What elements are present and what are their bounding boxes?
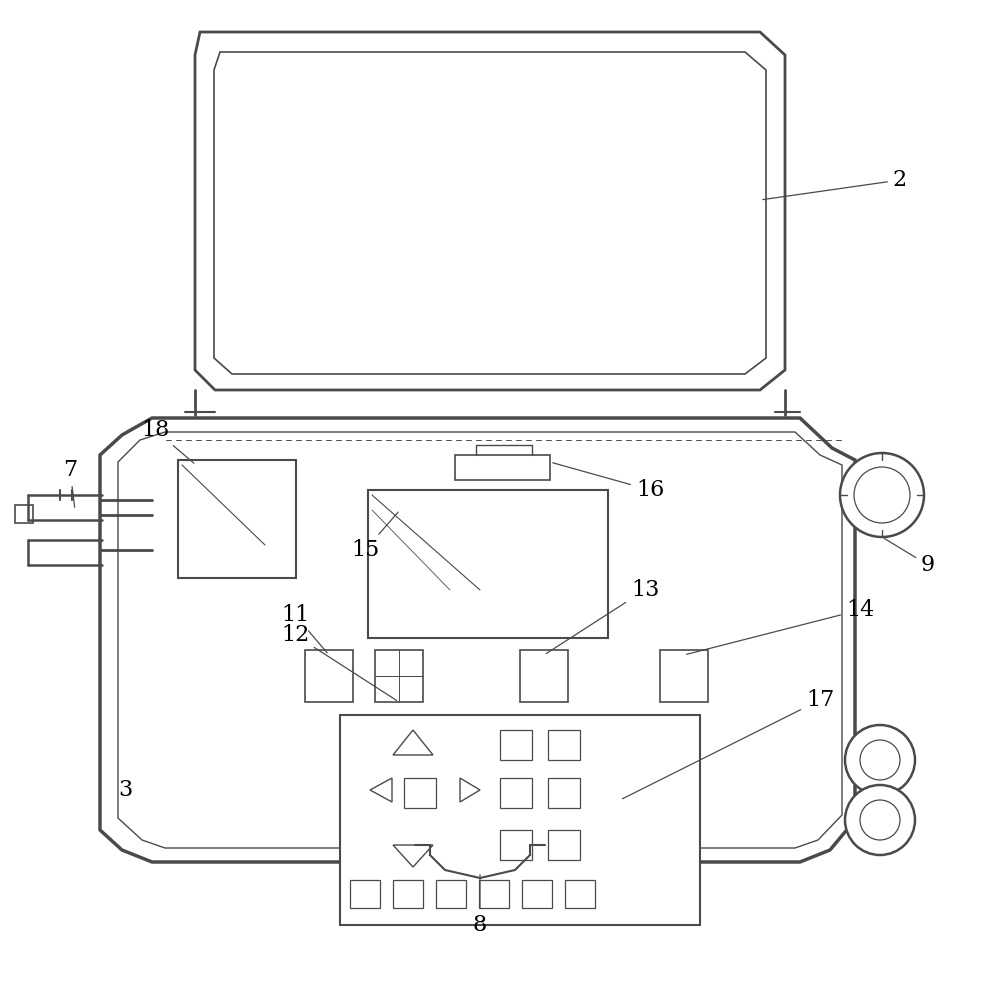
Bar xyxy=(479,880,509,908)
Circle shape xyxy=(845,725,915,795)
Polygon shape xyxy=(393,730,433,755)
Bar xyxy=(340,715,700,925)
Text: 14: 14 xyxy=(687,599,874,655)
Bar xyxy=(178,460,296,578)
Text: 12: 12 xyxy=(281,624,397,700)
Polygon shape xyxy=(100,418,855,862)
Circle shape xyxy=(845,785,915,855)
Bar xyxy=(305,650,353,702)
Polygon shape xyxy=(370,778,392,802)
Text: 18: 18 xyxy=(141,419,194,463)
Bar xyxy=(404,778,436,808)
Bar xyxy=(436,880,466,908)
Bar xyxy=(520,650,568,702)
Bar xyxy=(393,880,423,908)
Bar xyxy=(500,830,532,860)
Text: 2: 2 xyxy=(763,169,907,199)
Circle shape xyxy=(854,467,910,523)
Bar xyxy=(350,880,380,908)
Text: 3: 3 xyxy=(118,779,132,801)
Polygon shape xyxy=(393,845,433,867)
Polygon shape xyxy=(460,778,480,802)
Text: 7: 7 xyxy=(63,459,77,507)
Bar xyxy=(660,650,708,702)
Bar xyxy=(548,778,580,808)
Text: 9: 9 xyxy=(884,539,935,576)
Bar xyxy=(500,778,532,808)
Text: 13: 13 xyxy=(546,579,659,654)
Text: 8: 8 xyxy=(473,875,487,936)
Polygon shape xyxy=(118,432,842,848)
Bar xyxy=(522,880,552,908)
Circle shape xyxy=(860,800,900,840)
Circle shape xyxy=(860,740,900,780)
Text: 11: 11 xyxy=(281,604,327,653)
Polygon shape xyxy=(214,52,766,374)
Polygon shape xyxy=(195,32,785,390)
Bar xyxy=(548,830,580,860)
Text: 17: 17 xyxy=(622,689,834,799)
Bar xyxy=(548,730,580,760)
Bar xyxy=(375,650,423,702)
Circle shape xyxy=(840,453,924,537)
Bar xyxy=(368,490,608,638)
Bar xyxy=(15,505,33,523)
Text: 15: 15 xyxy=(351,512,398,561)
Bar xyxy=(500,730,532,760)
Bar xyxy=(565,880,595,908)
Text: 16: 16 xyxy=(553,462,664,501)
Bar xyxy=(455,455,550,480)
